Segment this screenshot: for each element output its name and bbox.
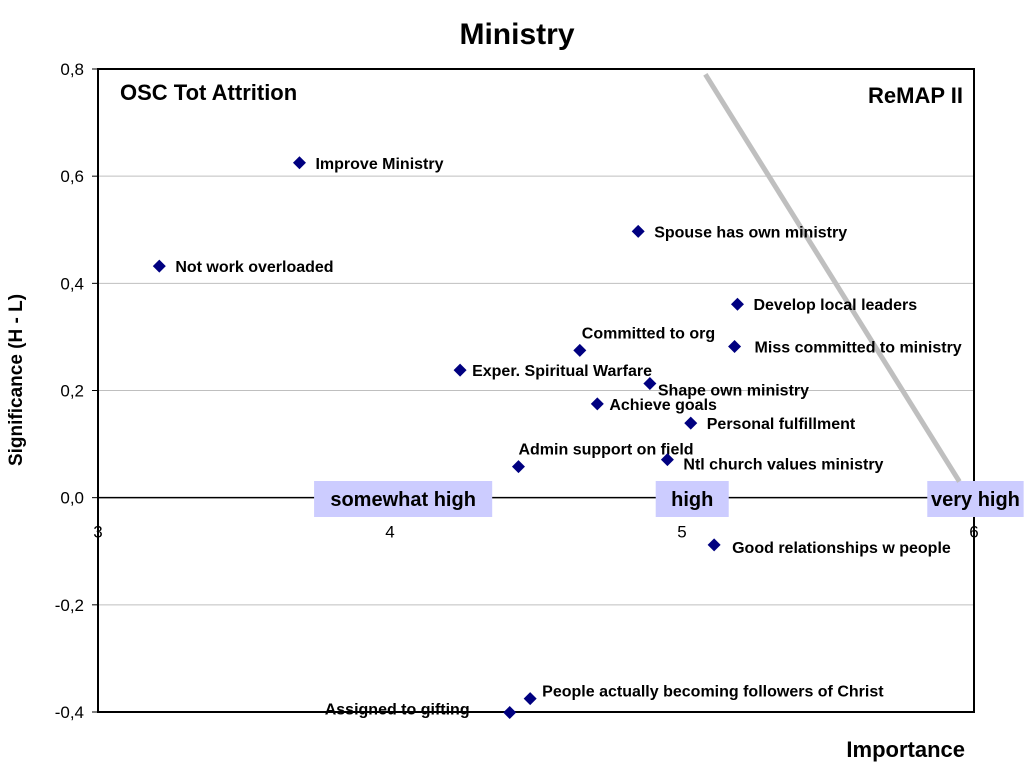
band-high	[655, 481, 729, 517]
data-label: Personal fulfillment	[707, 416, 856, 433]
y-tick-label: 0,4	[60, 274, 84, 293]
band-label: somewhat high	[330, 489, 476, 511]
data-point	[523, 692, 537, 706]
data-point	[453, 363, 467, 377]
data-label: Shape own ministry	[658, 383, 809, 400]
data-point	[707, 538, 721, 552]
data-point	[292, 156, 306, 170]
y-tick-label: 0,0	[60, 489, 84, 508]
data-label: Spouse has own ministry	[654, 224, 847, 241]
band-somewhat-high	[314, 481, 493, 517]
data-label: Ntl church values ministry	[683, 457, 883, 474]
x-tick-label: 3	[93, 523, 102, 542]
x-tick-label: 4	[385, 523, 394, 542]
data-point	[152, 259, 166, 273]
data-label: Achieve goals	[609, 397, 717, 414]
x-tick-label: 6	[969, 523, 978, 542]
data-point	[660, 453, 674, 467]
data-label: Improve Ministry	[315, 156, 443, 173]
x-axis-title: Importance	[846, 737, 965, 762]
annotation-top-left: OSC Tot Attrition	[120, 80, 297, 105]
y-tick-label: 0,8	[60, 60, 84, 79]
data-label: Develop local leaders	[753, 297, 917, 314]
data-point	[684, 416, 698, 430]
data-label: Assigned to gifting	[325, 702, 470, 719]
data-point	[511, 460, 525, 474]
band-label: high	[671, 489, 713, 511]
data-point	[730, 297, 744, 311]
data-point	[631, 224, 645, 238]
y-tick-label: -0,2	[55, 596, 84, 615]
divider-line	[703, 73, 962, 483]
data-point	[728, 340, 742, 354]
data-point	[503, 706, 517, 720]
data-label: Exper. Spiritual Warfare	[472, 363, 652, 380]
data-label: People actually becoming followers of Ch…	[542, 684, 884, 701]
annotation-top-right: ReMAP II	[868, 83, 963, 108]
y-tick-label: -0,4	[55, 703, 84, 722]
data-label: Not work overloaded	[175, 259, 333, 276]
chart-title: Ministry	[459, 18, 574, 51]
band-very-high	[927, 481, 1024, 517]
data-point	[643, 377, 657, 391]
data-point	[573, 343, 587, 357]
x-tick-label: 5	[677, 523, 686, 542]
y-axis-title: Significance (H - L)	[6, 294, 27, 466]
data-label: Good relationships w people	[732, 540, 951, 557]
band-label: very high	[931, 489, 1020, 511]
data-label: Miss committed to ministry	[755, 340, 962, 357]
y-tick-label: 0,2	[60, 382, 84, 401]
y-tick-label: 0,6	[60, 167, 84, 186]
data-point	[590, 397, 604, 411]
data-label: Committed to org	[582, 325, 715, 342]
data-label: Admin support on field	[518, 442, 693, 459]
